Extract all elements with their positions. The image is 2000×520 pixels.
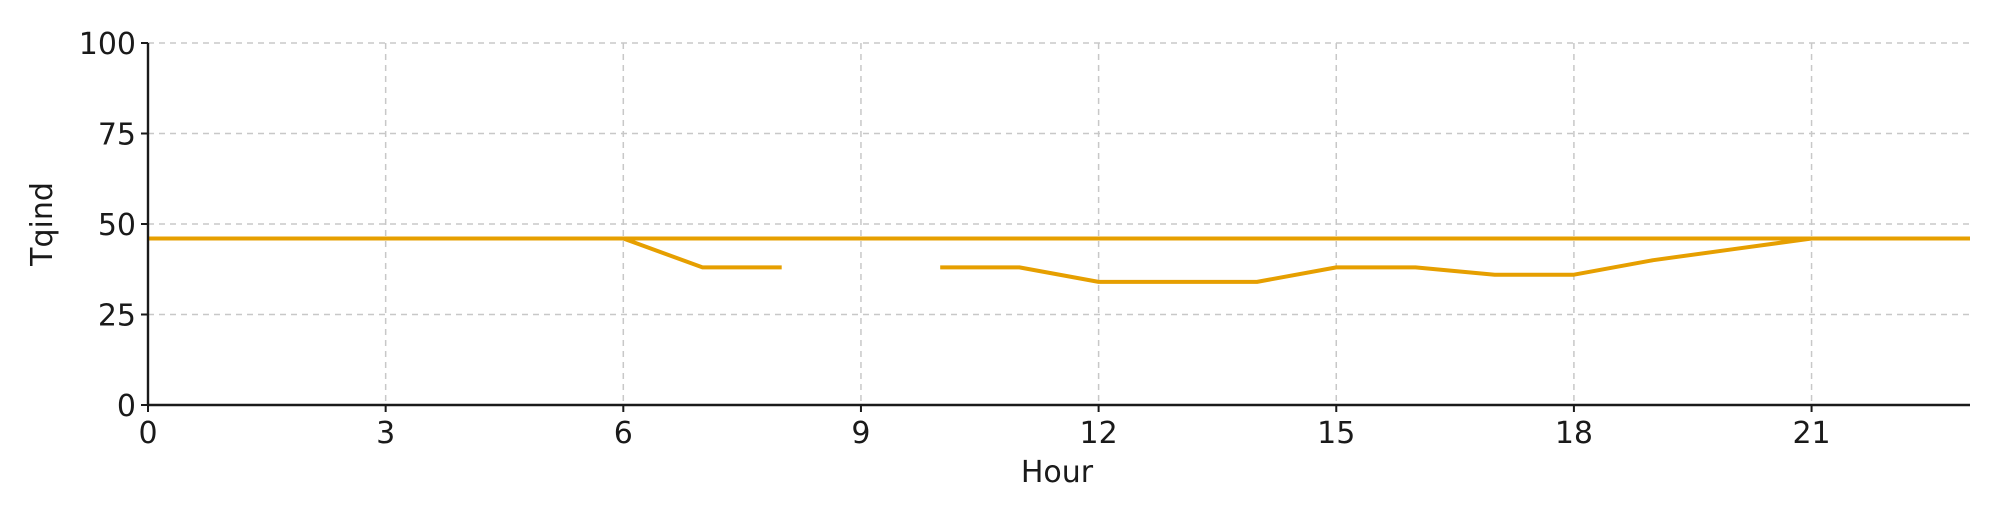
x-tick-label: 18 [1555, 416, 1593, 451]
x-tick-label: 6 [614, 416, 633, 451]
y-axis-title: Tqind [25, 182, 60, 267]
x-tick-label: 21 [1792, 416, 1830, 451]
x-tick-label: 3 [376, 416, 395, 451]
series-layer [148, 236, 1970, 284]
y-tick-label: 75 [98, 118, 136, 153]
series-line-2 [148, 236, 1970, 284]
x-tick-label: 12 [1080, 416, 1118, 451]
x-tick-label: 9 [851, 416, 870, 451]
tick-labels: 0 3 6 9 12 15 18 21 0 25 50 75 100 [79, 27, 1831, 451]
grid [148, 42, 1970, 405]
y-tick-label: 50 [98, 208, 136, 243]
y-tick-label: 100 [79, 27, 136, 62]
y-tick-label: 0 [117, 389, 136, 424]
axes [141, 42, 1970, 412]
x-tick-label: 15 [1317, 416, 1355, 451]
y-tick-label: 25 [98, 299, 136, 334]
x-tick-label: 0 [138, 416, 157, 451]
x-axis-title: Hour [1021, 455, 1094, 490]
